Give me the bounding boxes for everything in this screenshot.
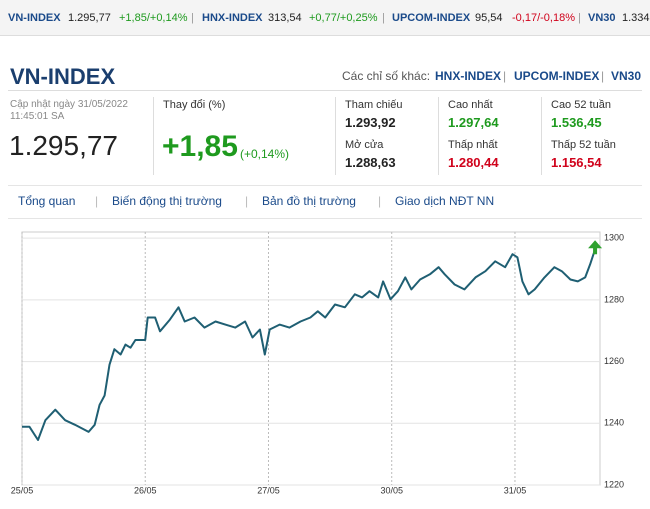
price: 1.295,77 [9, 130, 118, 161]
stat-label: Cao 52 tuần [551, 99, 611, 111]
x-tick-label: 30/05 [380, 485, 403, 495]
index-line [22, 248, 597, 441]
separator [153, 97, 154, 175]
stat-value: 1.293,92 [345, 115, 396, 130]
change-pct: (+0,14%) [240, 147, 290, 161]
separator: | [578, 12, 581, 24]
separator: | [245, 194, 249, 208]
ticker-change: +1,85/+0,14% [119, 12, 188, 24]
updated: 11:45:01 SA [10, 111, 65, 122]
ticker-value: 1.334 [622, 12, 650, 24]
separator: | [191, 12, 194, 24]
y-tick-label: 1220 [604, 479, 624, 489]
page-title: VN-INDEX [10, 64, 116, 89]
divider [8, 90, 642, 91]
stat-label: Thấp 52 tuần [551, 139, 616, 151]
x-tick-label: 27/05 [257, 485, 280, 495]
y-tick-label: 1280 [604, 294, 624, 304]
stat-label: Tham chiếu [345, 99, 403, 111]
separator [438, 97, 439, 175]
change-label: Thay đổi (%) [163, 99, 226, 111]
stat-label: Thấp nhất [448, 139, 498, 151]
tab[interactable]: Biến động thị trường [112, 194, 222, 208]
ticker-change: -0,17/-0,18% [512, 12, 575, 24]
tab[interactable]: Giao dịch NĐT NN [395, 194, 495, 208]
tab-bar [8, 185, 642, 219]
ticker-name[interactable]: HNX-INDEX [202, 12, 263, 24]
tab[interactable]: Tổng quan [18, 194, 76, 208]
ticker-value: 95,54 [475, 12, 503, 24]
ticker-value: 1.295,77 [68, 12, 111, 24]
stat-value: 1.288,63 [345, 155, 396, 170]
plot-frame [21, 231, 601, 486]
ticker-bar [0, 0, 650, 36]
separator: | [503, 69, 507, 83]
ticker-value: 313,54 [268, 12, 302, 24]
separator: | [601, 69, 605, 83]
stat-value: 1.536,45 [551, 115, 602, 130]
y-tick-label: 1240 [604, 418, 624, 428]
ticker-name[interactable]: VN30 [588, 12, 616, 24]
updated: Cập nhật ngày 31/05/2022 [10, 99, 128, 110]
separator: | [95, 194, 99, 208]
ticker-name[interactable]: UPCOM-INDEX [392, 12, 471, 24]
y-tick-label: 1260 [604, 356, 624, 366]
x-tick-label: 26/05 [134, 485, 157, 495]
index-link[interactable]: HNX-INDEX [435, 69, 502, 83]
x-tick-label: 25/05 [11, 485, 34, 495]
separator: | [382, 12, 385, 24]
separator: | [378, 194, 382, 208]
separator [335, 97, 336, 175]
ticker-name[interactable]: VN-INDEX [8, 12, 61, 24]
index-link[interactable]: VN30 [611, 69, 642, 83]
others-label: Các chỉ số khác: [342, 69, 431, 83]
stat-label: Mở cửa [345, 139, 384, 151]
stat-value: 1.280,44 [448, 155, 499, 170]
index-link[interactable]: UPCOM-INDEX [514, 69, 600, 83]
trend-arrow [588, 240, 603, 255]
y-tick-label: 1300 [604, 233, 624, 243]
change: +1,85 [162, 130, 238, 163]
chart: 1220 1240 1260 1280 1300 25/05 26/05 27/05 30/05… [11, 231, 624, 495]
separator [541, 97, 542, 175]
stat-value: 1.156,54 [551, 155, 602, 170]
ticker-change: +0,77/+0,25% [309, 12, 378, 24]
stat-label: Cao nhất [448, 99, 493, 111]
stat-value: 1.297,64 [448, 115, 499, 130]
tab[interactable]: Bản đồ thị trường [262, 194, 356, 208]
x-tick-label: 31/05 [504, 485, 527, 495]
